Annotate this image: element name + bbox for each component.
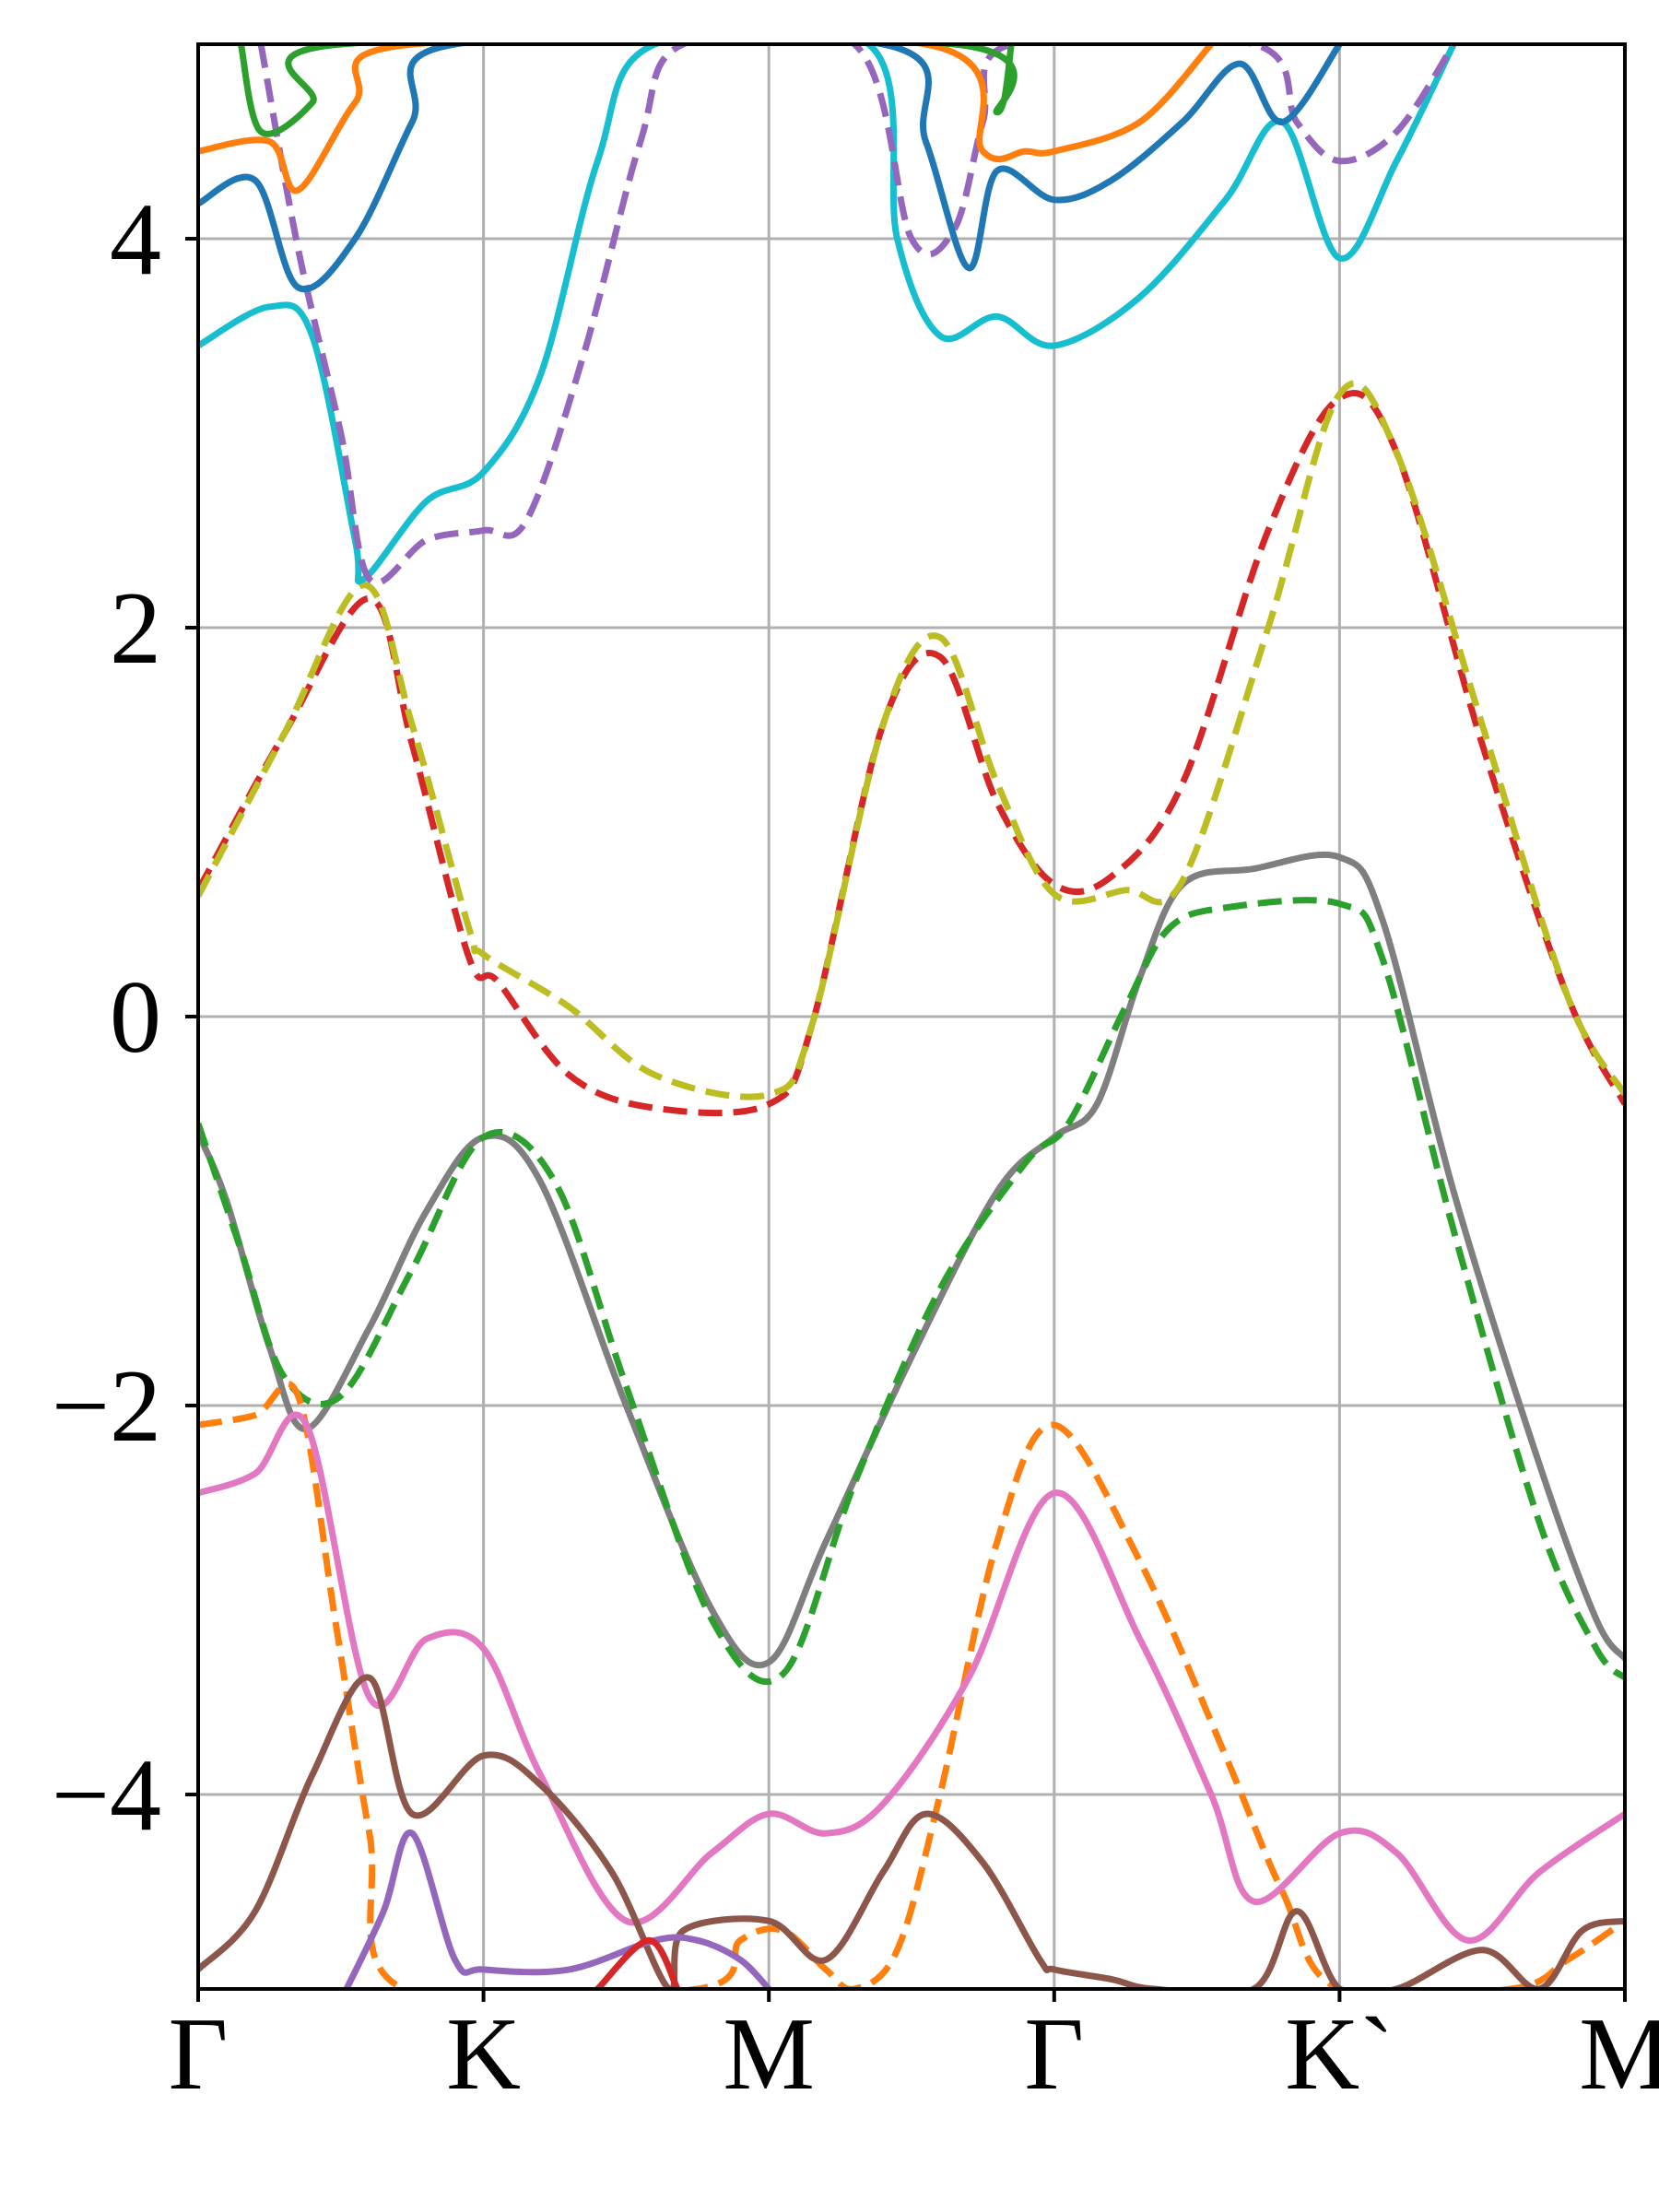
y-tick-label-3: 2 [110, 571, 161, 686]
series-lower-dashed-orange [198, 1381, 1625, 1989]
series-lower-solid-purple [343, 1830, 772, 1989]
series-lower-solid-brown [198, 1674, 1625, 1989]
series-layer [198, 44, 1625, 1989]
series-upper-solid-cyan [198, 44, 1457, 585]
axis-ticks: Γ K M Γ K` M −4 −2 0 2 4 [52, 182, 1659, 2112]
series-upper-solid-green [237, 44, 1018, 137]
y-tick-label-0: −4 [52, 1738, 161, 1853]
series-upper-dashed-purple [257, 44, 1457, 586]
series-valence-dashed-green [198, 897, 1625, 1686]
x-tick-label-5: M [1579, 1997, 1659, 2112]
series-lower-solid-red [594, 1936, 681, 1989]
series-upper-solid-blue [198, 44, 1343, 293]
x-tick-label-1: K [446, 1997, 521, 2112]
series-upper-solid-orange [198, 44, 1215, 194]
x-tick-label-4: K` [1285, 1997, 1394, 2112]
series-valence-solid-gray [198, 851, 1625, 1669]
y-tick-label-2: 0 [110, 960, 161, 1075]
x-tick-label-0: Γ [169, 1997, 229, 2112]
series-conduction-solid-olive [198, 380, 1625, 1100]
x-tick-label-2: M [723, 1997, 815, 2112]
y-tick-label-1: −2 [52, 1349, 161, 1464]
x-tick-label-3: Γ [1024, 1997, 1084, 2112]
series-conduction-dashed-red [198, 390, 1625, 1117]
series-lower-solid-pink [198, 1411, 1625, 1944]
y-tick-label-4: 4 [110, 182, 161, 297]
